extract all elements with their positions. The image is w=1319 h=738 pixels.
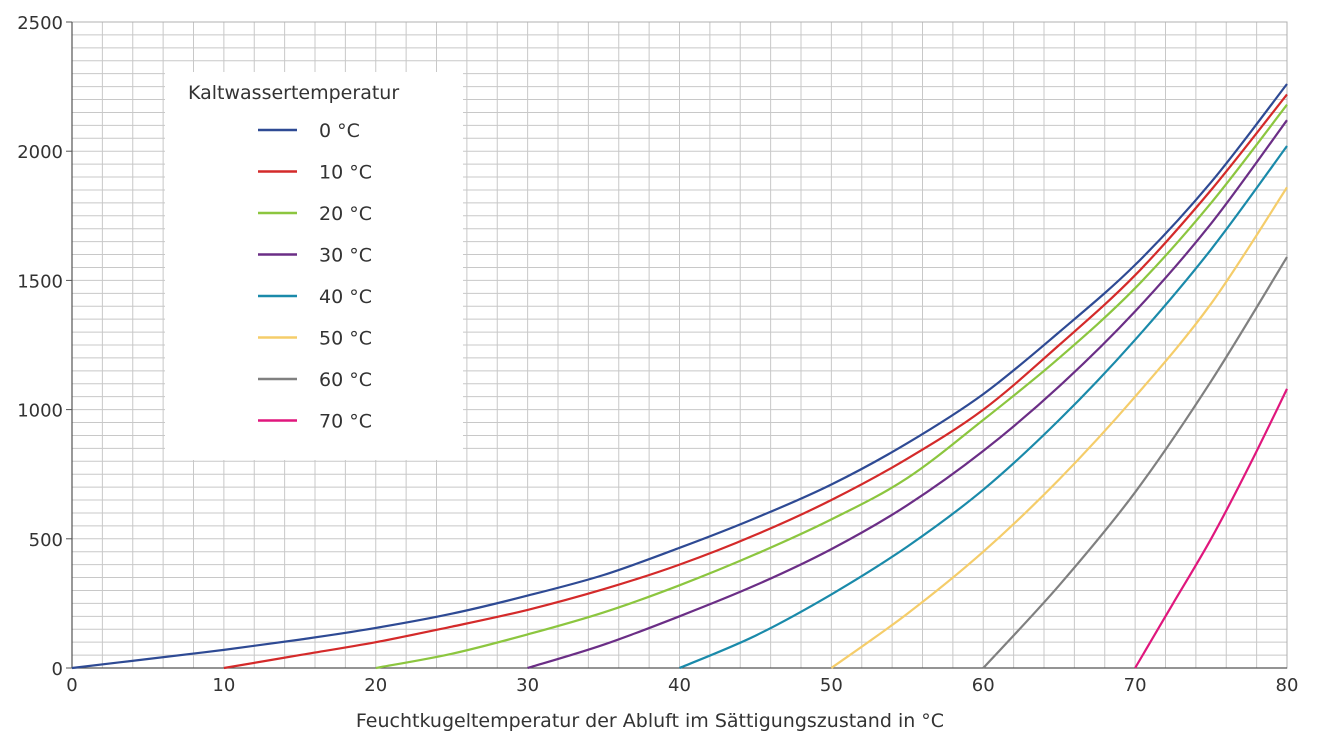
legend-label-4: 40 °C	[319, 286, 372, 308]
x-tick-label: 80	[1276, 675, 1299, 696]
legend-label-6: 60 °C	[319, 369, 372, 391]
legend-title: Kaltwassertemperatur	[188, 82, 399, 104]
series-lines	[71, 83, 1288, 670]
y-tick-label: 1500	[17, 271, 63, 292]
x-tick-label: 10	[212, 675, 235, 696]
legend-background	[165, 72, 463, 460]
x-tick-label: 50	[820, 675, 843, 696]
legend-label-2: 20 °C	[319, 203, 372, 225]
legend-label-1: 10 °C	[319, 162, 372, 184]
series-line-4	[679, 145, 1288, 670]
y-tick-label: 500	[29, 530, 63, 551]
x-tick-label: 40	[668, 675, 691, 696]
x-axis-title: Feuchtkugeltemperatur der Abluft im Sätt…	[356, 710, 944, 732]
legend-label-7: 70 °C	[319, 411, 372, 433]
series-line-7	[1134, 388, 1288, 669]
x-tick-label: 0	[66, 675, 77, 696]
x-tick-label: 70	[1124, 675, 1147, 696]
y-tick-label: 2000	[17, 142, 63, 163]
x-tick-label: 60	[972, 675, 995, 696]
series-line-6	[982, 256, 1288, 669]
x-tick-label: 20	[364, 675, 387, 696]
legend-label-0: 0 °C	[319, 120, 360, 142]
y-tick-label: 0	[52, 659, 63, 680]
series-line-2	[375, 104, 1288, 670]
series-line-5	[830, 186, 1288, 669]
tick-labels: 0 10 20 30 40 50 60 70 80 0 500 1000 1500 2000 2500	[17, 13, 1298, 696]
series-line-0	[71, 83, 1288, 670]
series-line-1	[223, 93, 1288, 670]
legend-label-3: 30 °C	[319, 245, 372, 267]
x-tick-label: 30	[516, 675, 539, 696]
legend: Kaltwassertemperatur 0 °C 10 °C 20 °C 30 °C…	[165, 72, 463, 460]
legend-label-5: 50 °C	[319, 328, 372, 350]
legend-items: 0 °C 10 °C 20 °C 30 °C 40 °C 50 °C 60 °C 70 °C	[258, 120, 372, 433]
series-line-3	[527, 119, 1288, 670]
y-tick-label: 1000	[17, 401, 63, 422]
y-tick-label: 2500	[17, 13, 63, 34]
